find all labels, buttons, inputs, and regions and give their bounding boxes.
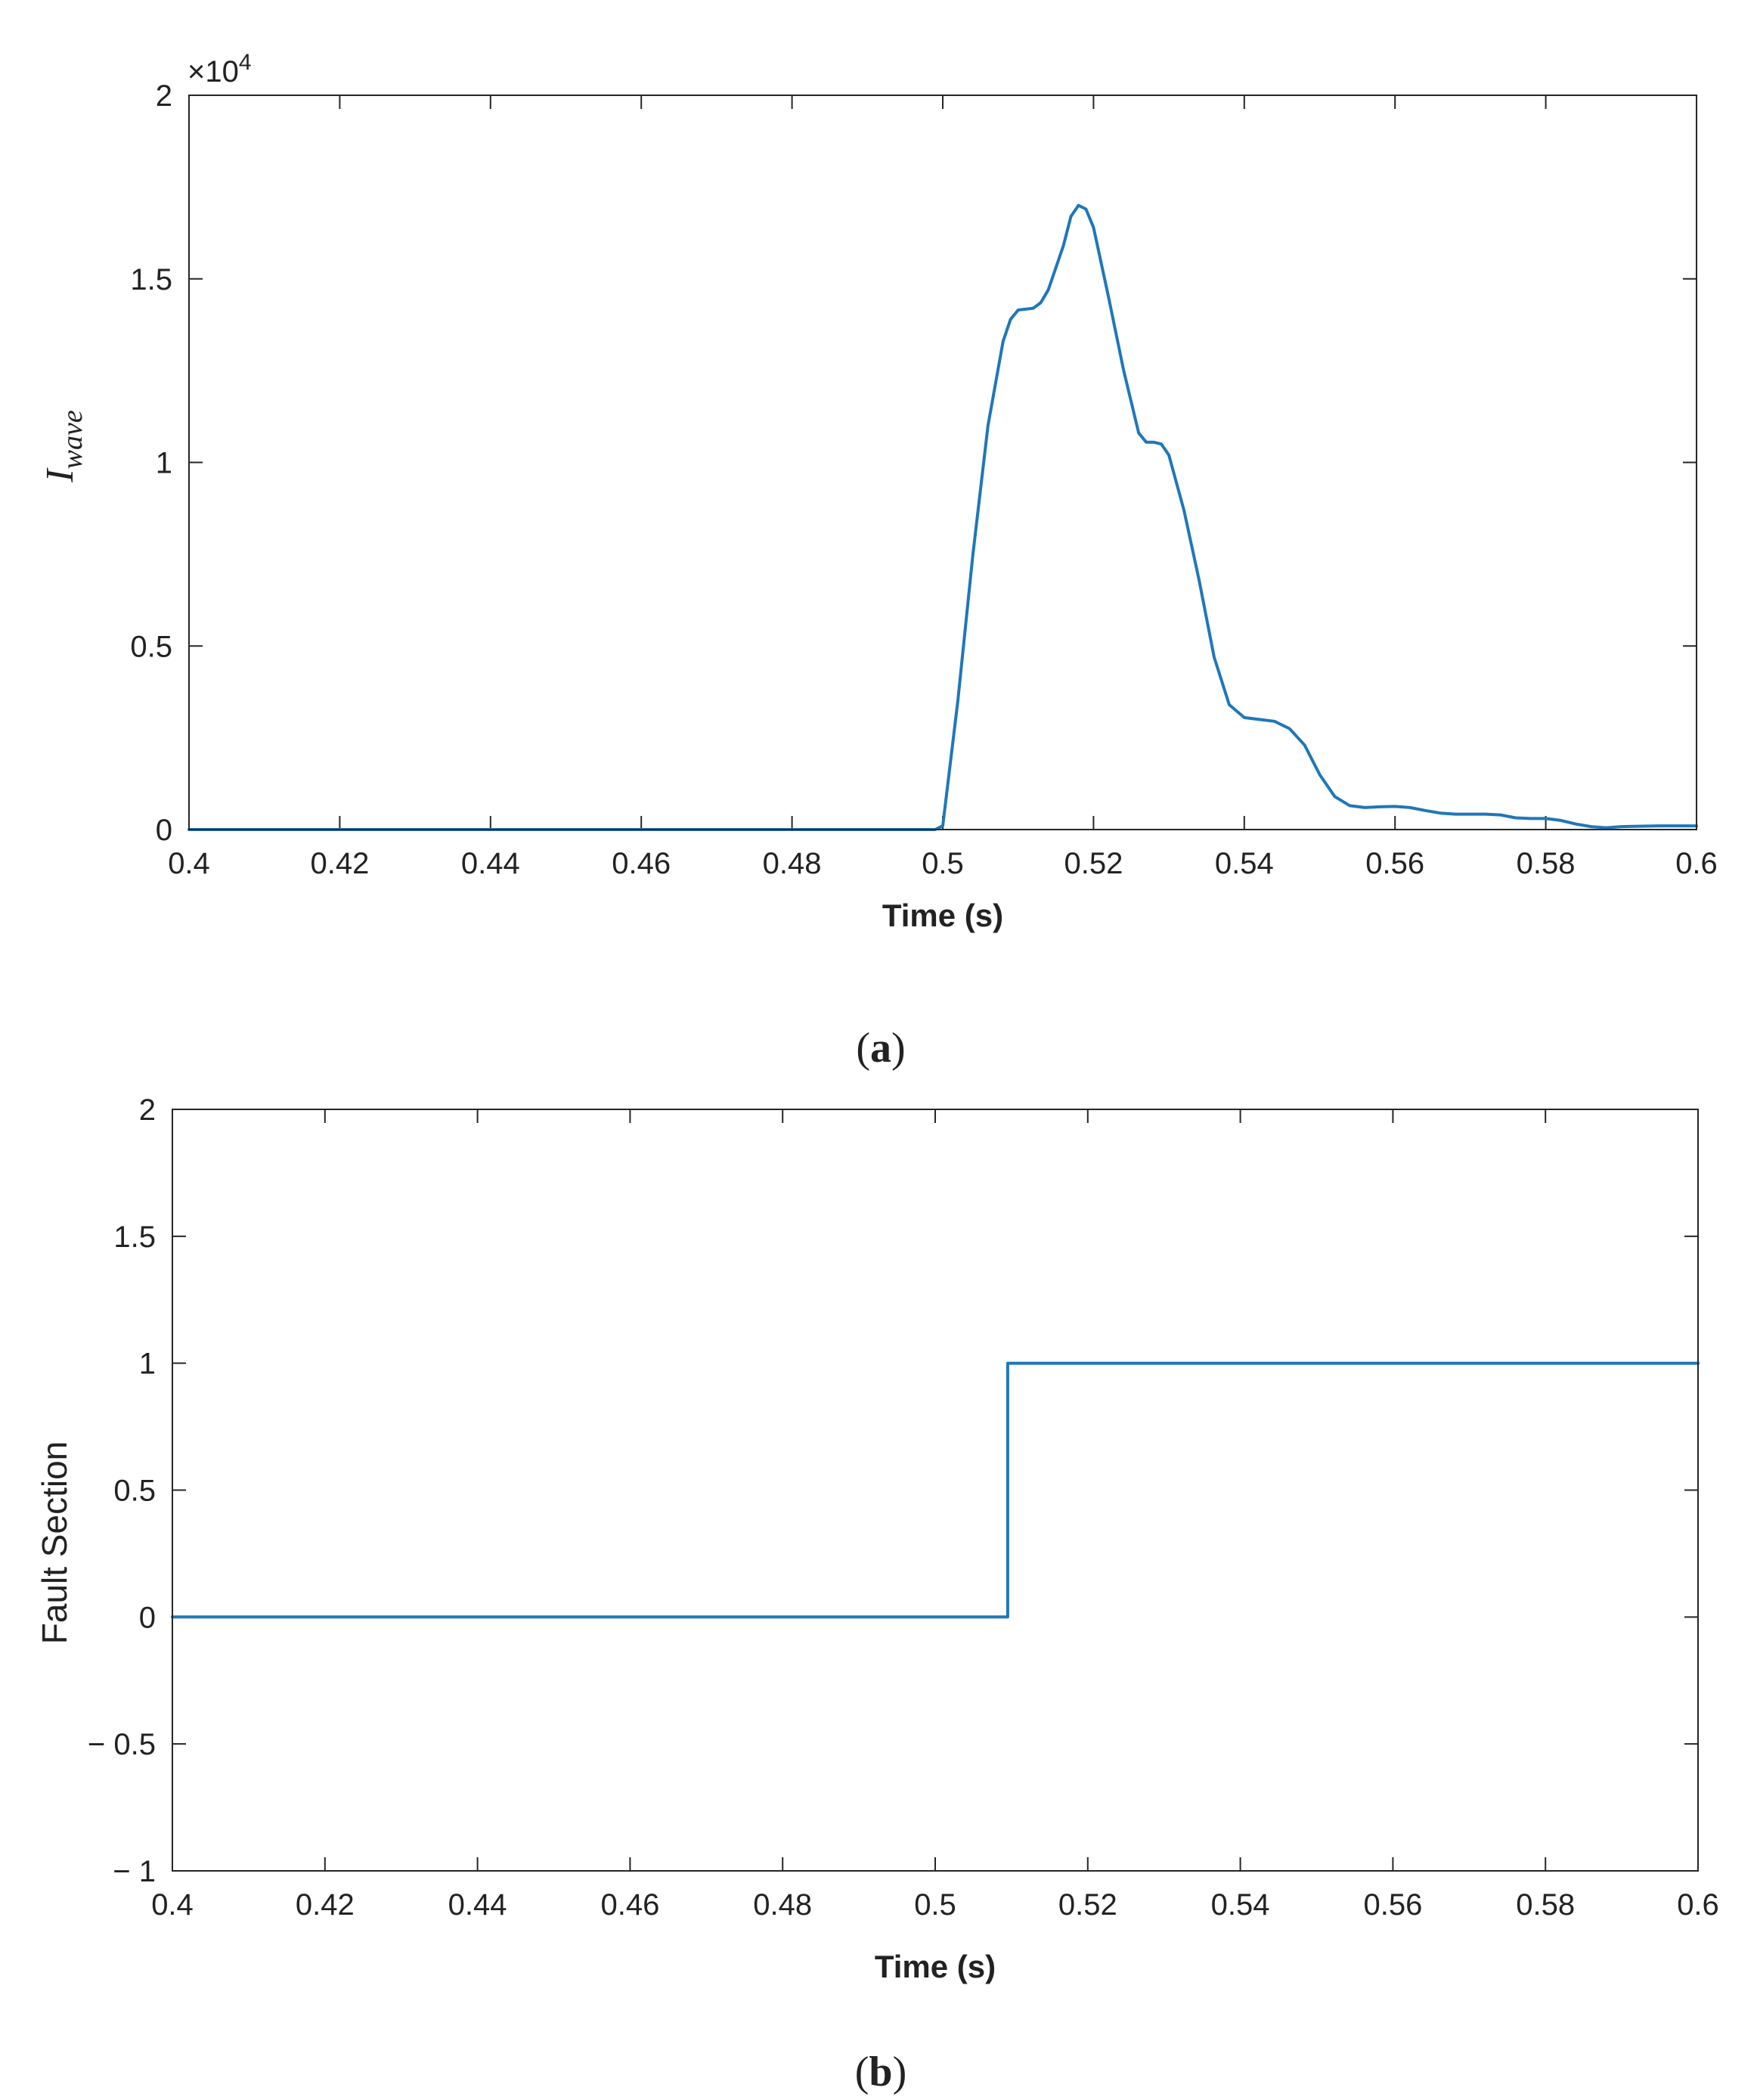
x-tick-label: 0.4 [151, 1888, 194, 1922]
chart-a-x-tick-labels: 0.4 0.42 0.44 0.46 0.48 0.5 0.52 0.54 0.56 0.58 0.… [168, 847, 1718, 880]
x-tick-label: 0.42 [296, 1888, 355, 1922]
series-line [171, 1361, 1700, 1619]
x-tick-label: 0.48 [753, 1888, 812, 1922]
chart-a-y-tick-labels: 0 0.5 1 1.5 2 [130, 79, 172, 847]
x-tick-label: 0.54 [1215, 847, 1274, 880]
y-tick-label: 0 [156, 814, 172, 847]
y-tick-label: 2 [139, 1093, 156, 1127]
y-tick-label: 2 [156, 79, 172, 113]
chart-b-ticks [172, 1109, 1699, 1872]
x-tick-label: 0.42 [310, 847, 369, 880]
x-tick-label: 0.56 [1365, 847, 1424, 880]
series-line [187, 203, 1698, 831]
x-tick-label: 0.52 [1064, 847, 1123, 880]
x-tick-label: 0.46 [612, 847, 671, 880]
chart-b-series [171, 1361, 1700, 1619]
x-tick-label: 0.48 [763, 847, 822, 880]
chart-b-x-tick-labels: 0.4 0.42 0.44 0.46 0.48 0.5 0.52 0.54 0.56 0.58 0.… [151, 1888, 1719, 1922]
chart-a-ticks [188, 95, 1697, 830]
chart-a: 0.4 0.42 0.44 0.46 0.48 0.5 0.52 0.54 0.56 0.58 0.… [39, 50, 1718, 1072]
panel-label-a: (a) [856, 1025, 905, 1072]
chart-a-y-exponent: ×104 [187, 50, 252, 88]
y-tick-label: 1 [156, 447, 172, 480]
y-tick-label: 1.5 [130, 263, 172, 296]
x-tick-label: 0.54 [1211, 1888, 1270, 1922]
chart-b-x-axis-title: Time (s) [875, 1949, 996, 1984]
y-tick-label: − 0.5 [88, 1728, 156, 1761]
chart-a-y-axis-title: Iwave [39, 410, 88, 483]
x-tick-label: 0.44 [448, 1888, 507, 1922]
y-tick-label: 0 [139, 1601, 156, 1634]
y-tick-label: 0.5 [113, 1475, 156, 1508]
x-tick-label: 0.5 [914, 1888, 956, 1922]
chart-b-y-axis-title: Fault Section [35, 1441, 74, 1644]
chart-b-plot-frame [172, 1109, 1699, 1872]
y-tick-label: − 1 [113, 1855, 156, 1888]
chart-a-plot-frame [188, 95, 1697, 830]
chart-b: 0.4 0.42 0.44 0.46 0.48 0.5 0.52 0.54 0.56 0.58 0.… [35, 1093, 1719, 2095]
x-tick-label: 0.46 [600, 1888, 659, 1922]
y-tick-label: 1 [139, 1348, 156, 1381]
chart-b-y-tick-labels: − 1 − 0.5 0 0.5 1 1.5 2 [88, 1093, 156, 1888]
chart-a-series [187, 203, 1698, 831]
x-tick-label: 0.6 [1675, 847, 1718, 880]
chart-a-x-axis-title: Time (s) [882, 898, 1003, 933]
x-tick-label: 0.44 [461, 847, 520, 880]
panel-label-b: (b) [855, 2049, 906, 2095]
y-tick-label: 0.5 [130, 630, 172, 663]
x-tick-label: 0.4 [168, 847, 210, 880]
x-tick-label: 0.6 [1677, 1888, 1719, 1922]
x-tick-label: 0.58 [1516, 1888, 1575, 1922]
x-tick-label: 0.56 [1363, 1888, 1422, 1922]
x-tick-label: 0.5 [922, 847, 964, 880]
x-tick-label: 0.58 [1517, 847, 1576, 880]
x-tick-label: 0.52 [1058, 1888, 1117, 1922]
y-tick-label: 1.5 [113, 1221, 156, 1254]
